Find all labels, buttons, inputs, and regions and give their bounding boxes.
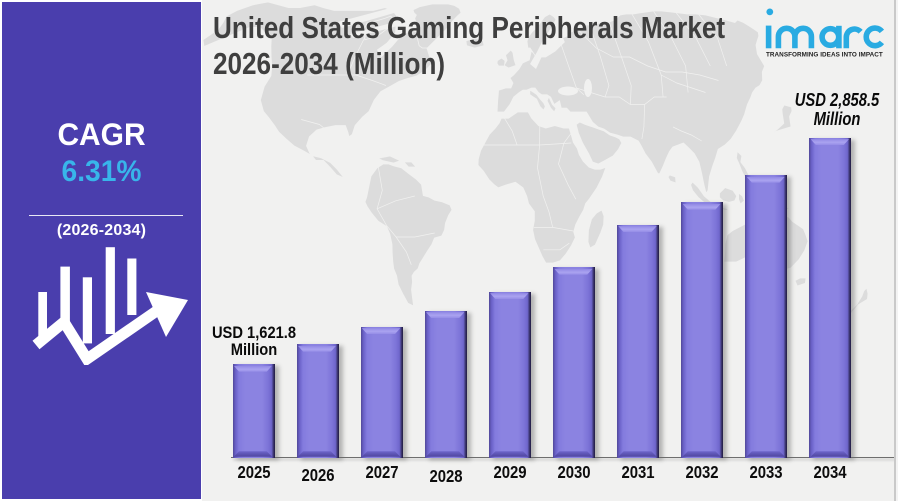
svg-text:TRANSFORMING IDEAS INTO IMPACT: TRANSFORMING IDEAS INTO IMPACT (766, 52, 883, 59)
